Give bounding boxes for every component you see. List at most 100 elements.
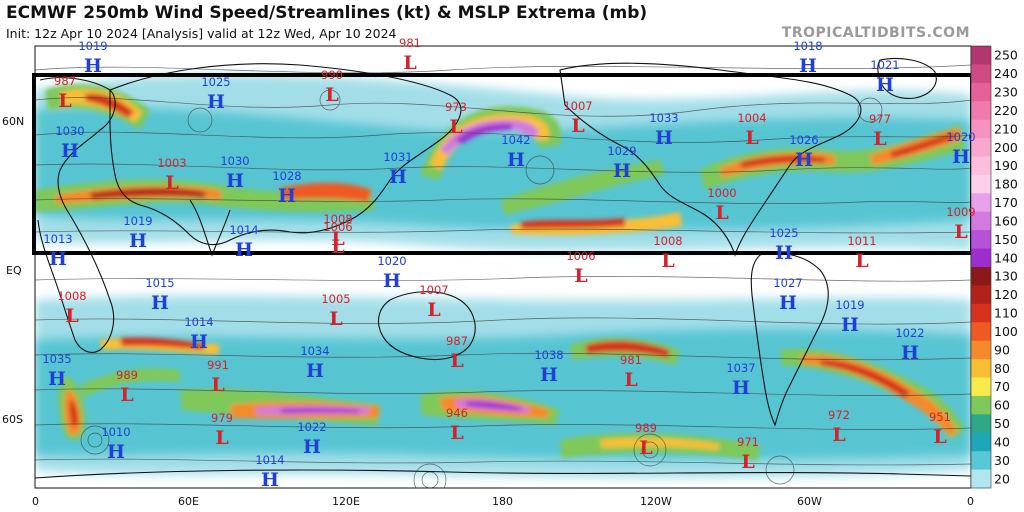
chart-subtitle: Init: 12z Apr 10 2024 [Analysis] valid a… (6, 26, 397, 41)
high-pressure-marker: H (278, 185, 296, 207)
low-pressure-value: 1007 (419, 283, 448, 297)
colorbar-tick-label: 60 (994, 398, 1010, 413)
high-pressure-value: 1030 (55, 124, 84, 138)
low-pressure-value: 972 (828, 408, 850, 422)
high-pressure-value: 1027 (773, 276, 802, 290)
colorbar-tick-label: 20 (994, 471, 1010, 486)
colorbar-swatch (971, 322, 991, 342)
colorbar-tick-label: 220 (994, 103, 1018, 118)
high-pressure-marker: H (876, 74, 894, 96)
colorbar-swatch (971, 469, 991, 489)
high-pressure-marker: H (235, 239, 253, 261)
high-pressure-value: 1019 (78, 39, 107, 53)
high-pressure-value: 1014 (229, 223, 258, 237)
colorbar-tick-label: 110 (994, 306, 1018, 321)
low-pressure-value: 1004 (737, 111, 766, 125)
streamlines (35, 64, 971, 488)
low-pressure-marker: L (832, 424, 845, 446)
high-pressure-marker: H (389, 166, 407, 188)
colorbar-swatch (971, 267, 991, 286)
high-pressure-marker: H (107, 441, 125, 463)
low-pressure-value: 1000 (707, 186, 736, 200)
wind-speed-shading (35, 74, 971, 478)
low-pressure-value: 987 (446, 334, 468, 348)
high-pressure-marker: H (901, 342, 919, 364)
high-pressure-value: 1042 (501, 133, 530, 147)
colorbar-tick-label: 230 (994, 85, 1018, 100)
colorbar-tick-label: 90 (994, 342, 1010, 357)
colorbar-tick-label: 70 (994, 379, 1010, 394)
antarctica-outline (35, 469, 971, 479)
high-pressure-value: 1028 (272, 169, 301, 183)
low-pressure-marker: L (403, 52, 416, 74)
high-pressure-value: 1010 (101, 425, 130, 439)
low-pressure-marker: L (165, 172, 178, 194)
lon-label-120e: 120E (332, 495, 360, 508)
high-pressure-value: 1033 (649, 111, 678, 125)
low-pressure-value: 981 (620, 353, 642, 367)
high-pressure-marker: H (795, 149, 813, 171)
colorbar-tick-label: 170 (994, 195, 1018, 210)
low-pressure-value: 1005 (321, 292, 350, 306)
colorbar-tick-label: 80 (994, 361, 1010, 376)
low-pressure-value: 989 (116, 368, 138, 382)
colorbar-swatch (971, 156, 991, 176)
colorbar-frame (970, 45, 992, 489)
low-pressure-value: 989 (635, 421, 657, 435)
colorbar: 250 240 230 220 210 200 190 180 170 160 150 140 130 1… (970, 45, 1018, 489)
lat-label-60s: 60S (2, 413, 23, 426)
colorbar-swatch (971, 46, 991, 65)
high-pressure-value: 1025 (769, 226, 798, 240)
low-pressure-value: 979 (211, 411, 233, 425)
high-pressure-marker: H (84, 55, 102, 77)
colorbar-tick-label: 180 (994, 177, 1018, 192)
colorbar-swatch (971, 101, 991, 121)
colorbar-swatch (971, 377, 991, 397)
chart-title: ECMWF 250mb Wind Speed/Streamlines (kt) … (6, 3, 648, 23)
low-pressure-value: 1008 (323, 212, 352, 226)
colorbar-tick-label: 190 (994, 158, 1018, 173)
low-pressure-marker: L (624, 369, 637, 391)
high-pressure-marker: H (507, 149, 525, 171)
low-pressure-marker: L (427, 299, 440, 321)
colorbar-swatch (971, 303, 991, 323)
low-pressure-value: 981 (399, 36, 421, 50)
colorbar-swatch (971, 414, 991, 434)
high-pressure-marker: H (613, 160, 631, 182)
high-pressure-value: 1031 (383, 150, 412, 164)
colorbar-swatch (971, 82, 991, 102)
low-pressure-value: 1011 (847, 234, 876, 248)
low-pressure-marker: L (741, 451, 754, 473)
colorbar-swatch (971, 248, 991, 268)
colorbar-swatch (971, 432, 991, 452)
colorbar-tick-label: 30 (994, 453, 1010, 468)
colorbar-swatch (971, 64, 991, 84)
colorbar-tick-label: 240 (994, 66, 1018, 81)
low-pressure-value: 1007 (563, 99, 592, 113)
high-pressure-value: 1037 (726, 361, 755, 375)
colorbar-swatch (971, 395, 991, 415)
lon-label-0-right: 0 (967, 495, 974, 508)
high-pressure-marker: H (303, 436, 321, 458)
low-pressure-marker: L (215, 427, 228, 449)
high-pressure-value: 1019 (123, 214, 152, 228)
lon-label-60e: 60E (178, 495, 199, 508)
low-pressure-marker: L (325, 84, 338, 106)
high-pressure-value: 1013 (43, 232, 72, 246)
high-pressure-value: 1038 (534, 348, 563, 362)
colorbar-swatch (971, 119, 991, 139)
low-pressure-marker: L (745, 127, 758, 149)
high-pressure-value: 1022 (895, 326, 924, 340)
low-pressure-marker: L (450, 422, 463, 444)
colorbar-tick-label: 200 (994, 140, 1018, 155)
low-pressure-value: 1009 (946, 205, 975, 219)
south-america-outline (750, 252, 829, 427)
colorbar-tick-label: 40 (994, 434, 1010, 449)
lat-labels: 60N EQ 60S (2, 115, 24, 426)
lat-label-eq: EQ (6, 264, 22, 277)
high-pressure-value: 1029 (607, 144, 636, 158)
high-pressure-value: 1015 (145, 276, 174, 290)
low-pressure-value: 977 (869, 112, 891, 126)
colorbar-tick-label: 50 (994, 416, 1010, 431)
